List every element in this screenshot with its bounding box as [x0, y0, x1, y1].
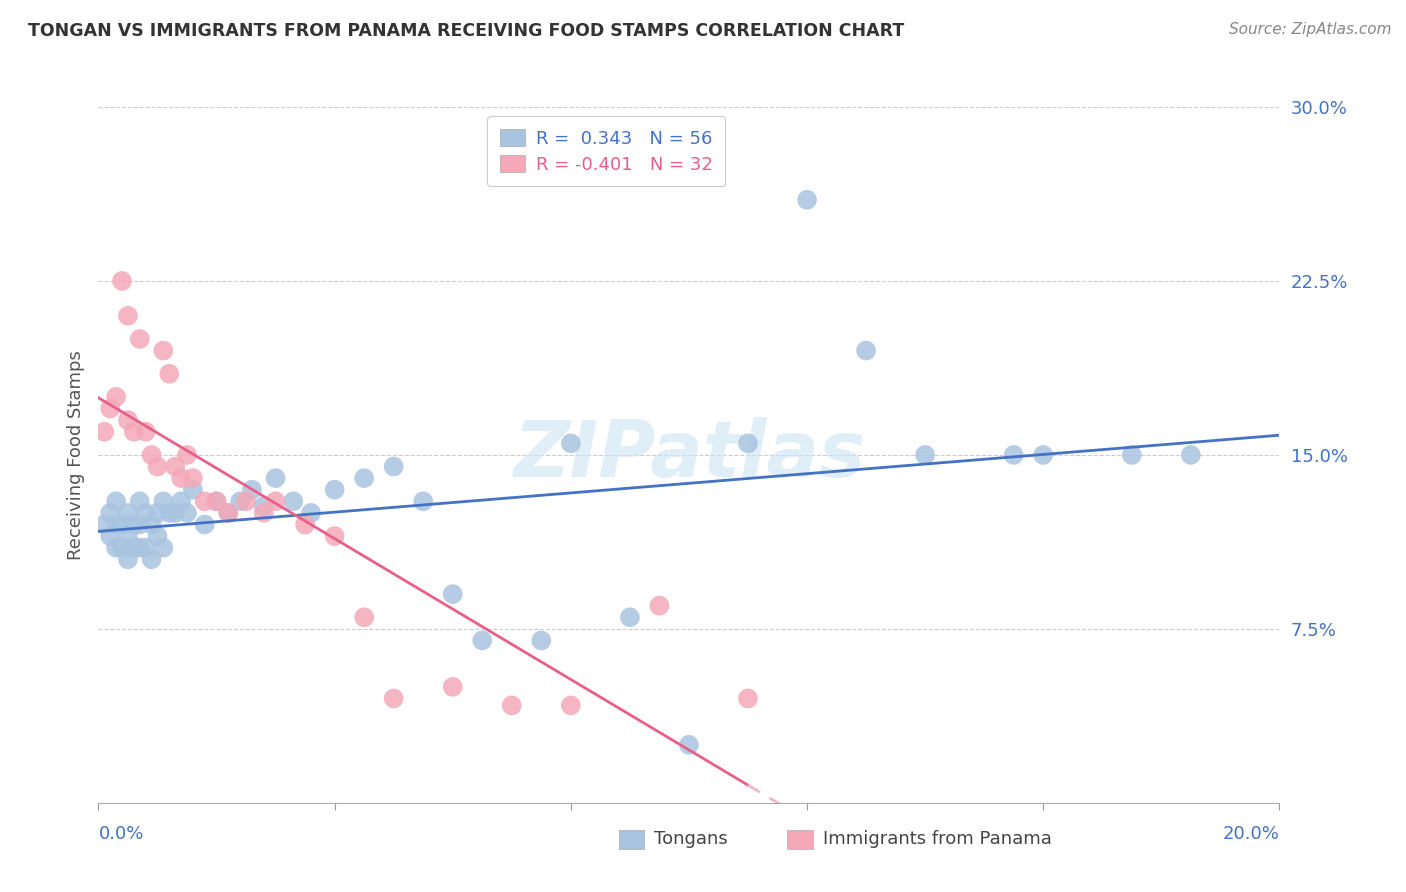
Point: [441, 587, 464, 601]
Point: [737, 436, 759, 450]
Text: 20.0%: 20.0%: [1223, 825, 1279, 843]
Point: [152, 343, 174, 358]
Text: ZIPatlas: ZIPatlas: [513, 417, 865, 493]
Point: [98, 401, 121, 416]
Point: [323, 529, 346, 543]
Point: [217, 506, 239, 520]
Point: [194, 517, 217, 532]
Point: [117, 529, 139, 543]
Point: [152, 541, 174, 555]
Point: [235, 494, 257, 508]
Point: [1180, 448, 1202, 462]
Point: [353, 471, 375, 485]
Point: [93, 517, 115, 532]
Point: [176, 448, 198, 462]
Point: [737, 691, 759, 706]
Point: [141, 448, 163, 462]
Legend: R =  0.343   N = 56, R = -0.401   N = 32: R = 0.343 N = 56, R = -0.401 N = 32: [486, 116, 725, 186]
Point: [1032, 448, 1054, 462]
Point: [165, 459, 187, 474]
Point: [648, 599, 671, 613]
Point: [170, 471, 193, 485]
Point: [117, 309, 139, 323]
Point: [105, 390, 128, 404]
Point: [122, 541, 145, 555]
Point: [353, 610, 375, 624]
Point: [560, 698, 582, 713]
Point: [157, 506, 180, 520]
Point: [165, 506, 187, 520]
Point: [98, 529, 121, 543]
Point: [111, 517, 134, 532]
Point: [146, 506, 169, 520]
Point: [122, 517, 145, 532]
Point: [117, 552, 139, 566]
Point: [205, 494, 228, 508]
Point: [194, 494, 217, 508]
Point: [157, 367, 180, 381]
Point: [93, 425, 115, 439]
Text: Source: ZipAtlas.com: Source: ZipAtlas.com: [1229, 22, 1392, 37]
Point: [170, 494, 193, 508]
Point: [135, 506, 157, 520]
Point: [128, 332, 150, 346]
Point: [111, 274, 134, 288]
Point: [135, 541, 157, 555]
Y-axis label: Receiving Food Stamps: Receiving Food Stamps: [66, 350, 84, 560]
Point: [176, 506, 198, 520]
Point: [619, 610, 641, 624]
Point: [128, 517, 150, 532]
Point: [105, 541, 128, 555]
Point: [152, 494, 174, 508]
Point: [914, 448, 936, 462]
Point: [240, 483, 263, 497]
Point: [678, 738, 700, 752]
Point: [299, 506, 322, 520]
Point: [181, 471, 204, 485]
Point: [117, 413, 139, 427]
Point: [382, 691, 405, 706]
Text: Immigrants from Panama: Immigrants from Panama: [823, 830, 1052, 848]
Point: [855, 343, 877, 358]
Point: [253, 499, 276, 513]
Point: [128, 541, 150, 555]
Point: [530, 633, 553, 648]
Point: [229, 494, 252, 508]
Point: [122, 425, 145, 439]
Point: [128, 494, 150, 508]
Point: [1002, 448, 1025, 462]
Point: [105, 517, 128, 532]
Point: [105, 494, 128, 508]
Text: 0.0%: 0.0%: [98, 825, 143, 843]
Text: TONGAN VS IMMIGRANTS FROM PANAMA RECEIVING FOOD STAMPS CORRELATION CHART: TONGAN VS IMMIGRANTS FROM PANAMA RECEIVI…: [28, 22, 904, 40]
Point: [471, 633, 494, 648]
Point: [501, 698, 523, 713]
Point: [135, 425, 157, 439]
Point: [117, 506, 139, 520]
Point: [141, 552, 163, 566]
Point: [111, 541, 134, 555]
Point: [217, 506, 239, 520]
Point: [253, 506, 276, 520]
Point: [146, 529, 169, 543]
Point: [560, 436, 582, 450]
Point: [294, 517, 316, 532]
Point: [412, 494, 434, 508]
Text: Tongans: Tongans: [654, 830, 727, 848]
Point: [441, 680, 464, 694]
Point: [146, 459, 169, 474]
Point: [264, 494, 287, 508]
Point: [98, 506, 121, 520]
Point: [382, 459, 405, 474]
Point: [264, 471, 287, 485]
Point: [796, 193, 818, 207]
Point: [1121, 448, 1143, 462]
Point: [205, 494, 228, 508]
Point: [141, 517, 163, 532]
Point: [181, 483, 204, 497]
Point: [323, 483, 346, 497]
Point: [283, 494, 305, 508]
